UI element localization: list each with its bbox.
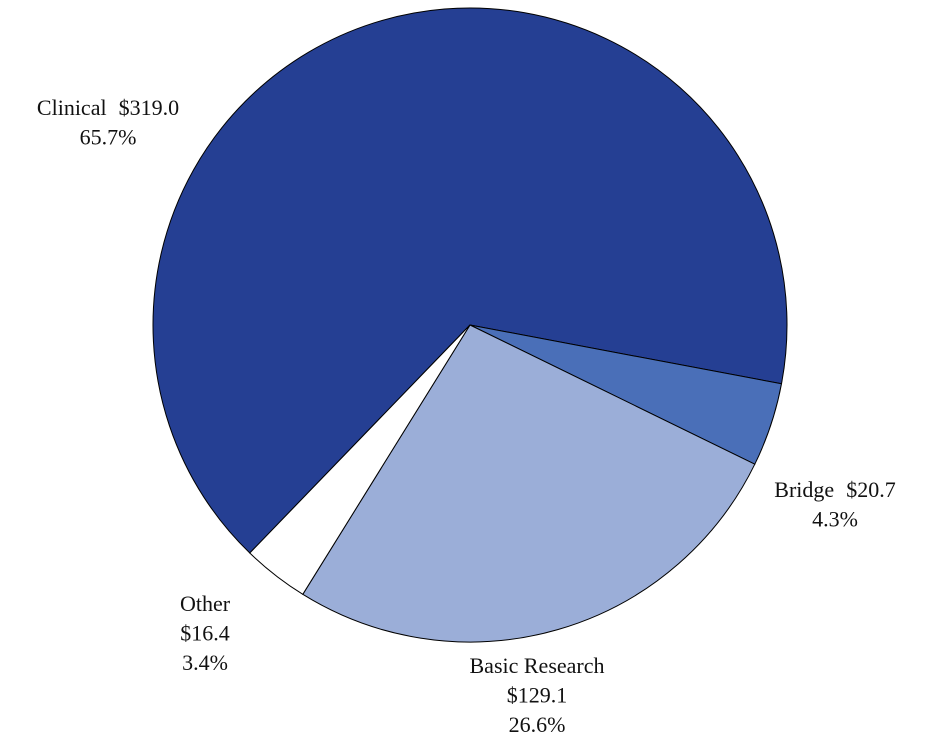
slice-label: Clinical $319.0 [37,95,179,120]
slice-label: $129.1 [507,683,568,708]
slice-label: 3.4% [182,650,228,675]
slice-label: Other [180,591,231,616]
slice-label: $16.4 [180,621,230,646]
label-part: $16.4 [180,621,230,646]
label-part: 26.6% [509,712,566,737]
slice-label: 4.3% [812,507,858,532]
label-part: Bridge [774,477,834,502]
slice-label: Bridge $20.7 [774,477,895,502]
label-part: 65.7% [80,125,137,150]
pie-slice [302,324,756,643]
slice-label: 65.7% [80,125,137,150]
label-part: 4.3% [812,507,858,532]
label-part: $20.7 [846,477,896,502]
label-part: Clinical [37,95,107,120]
label-part: Basic Research [470,653,605,678]
pie-slice [249,324,471,596]
slice-label: Basic Research [470,653,605,678]
label-part: 3.4% [182,650,228,675]
label-part: $319.0 [119,95,180,120]
label-part: $129.1 [507,683,568,708]
slice-label: 26.6% [509,712,566,737]
pie-slice [152,7,788,554]
label-part: Other [180,591,231,616]
